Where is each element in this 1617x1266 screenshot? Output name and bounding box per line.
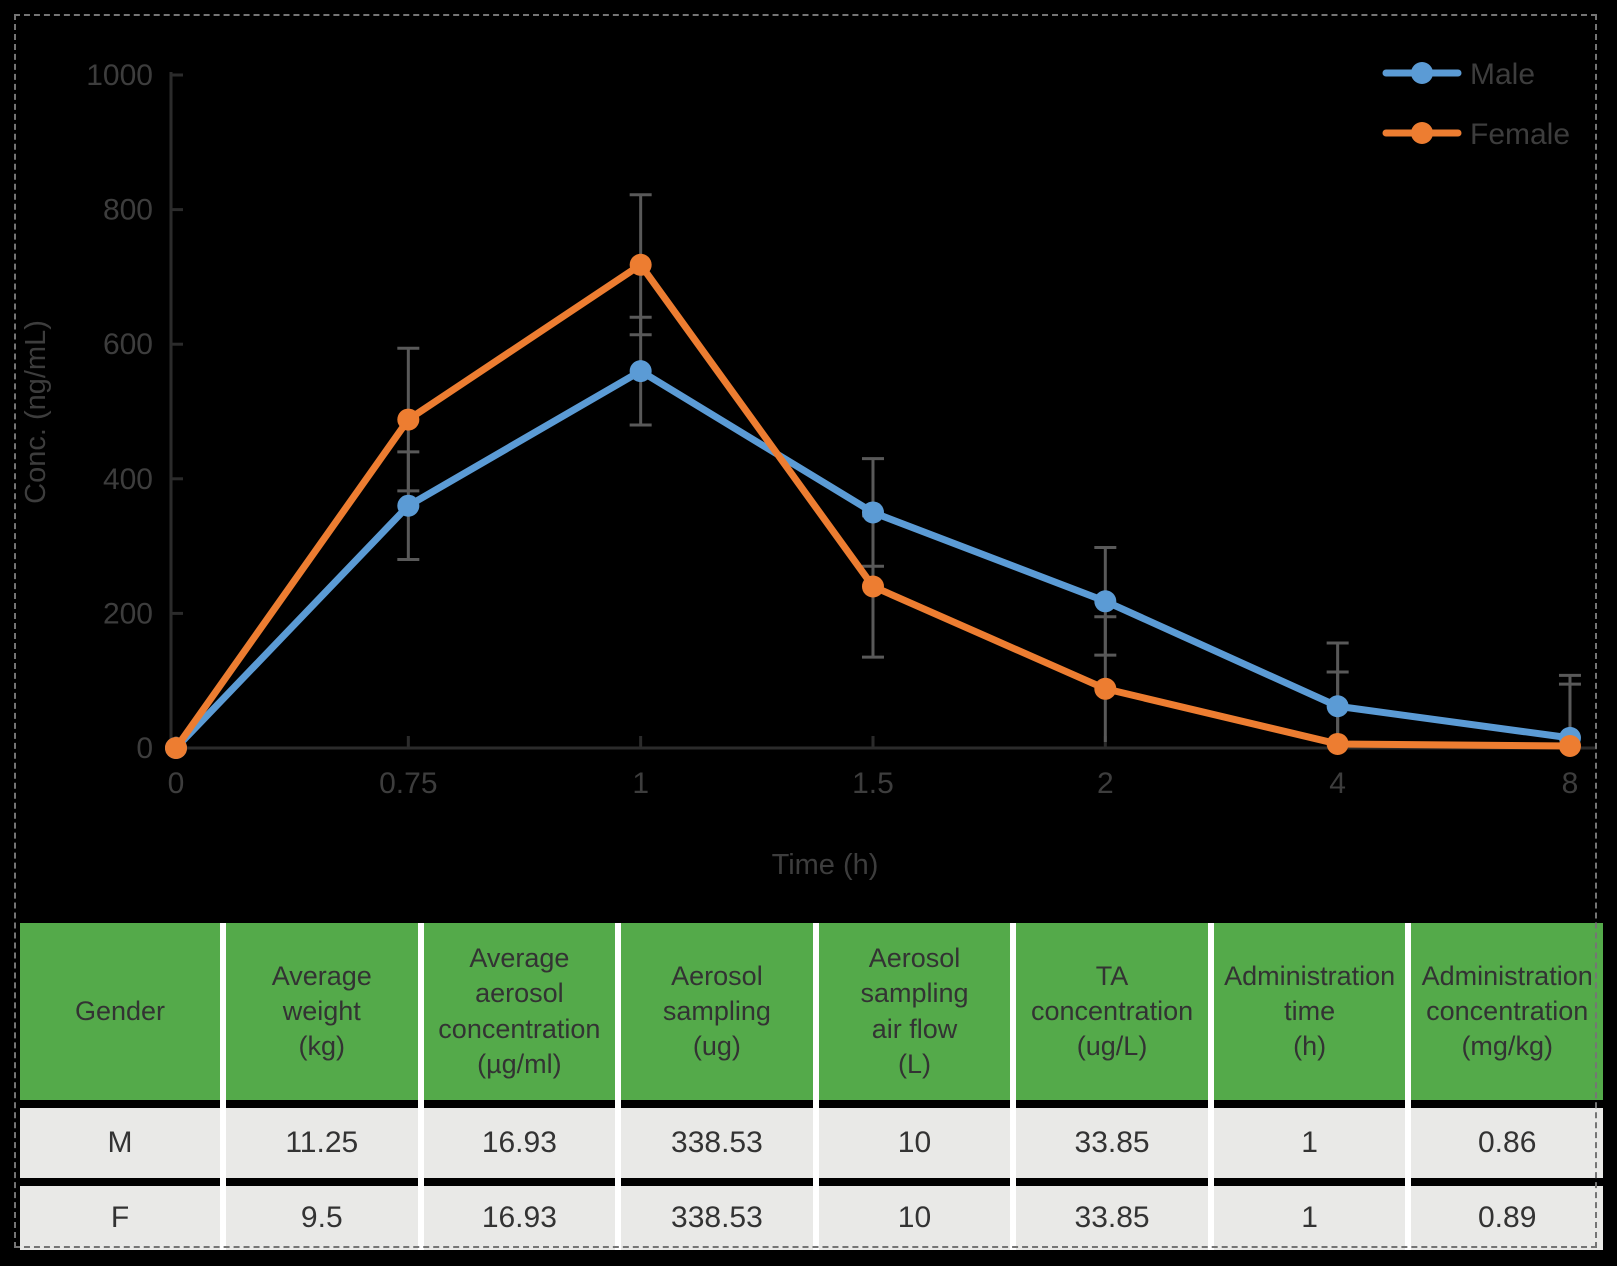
table-header-cell: Aerosol sampling air flow (L) <box>818 923 1011 1100</box>
x-axis-title: Time (h) <box>772 849 879 881</box>
study-parameters-table: Gender Average weight (kg) Average aerosol… <box>20 923 1603 1250</box>
table-header-cell: Gender <box>20 923 220 1100</box>
table-header-cell: TA concentration (ug/L) <box>1016 923 1208 1100</box>
x-axis-tick-label: 8 <box>1562 767 1579 800</box>
legend-male-label: Male <box>1470 58 1535 91</box>
table-header-cell: Administration concentration (mg/kg) <box>1411 923 1603 1100</box>
table-cell: 11.25 <box>226 1100 418 1178</box>
table-cell: 10 <box>818 1178 1011 1250</box>
data-point-female-2h <box>1094 677 1117 700</box>
table-cell: 1 <box>1213 1178 1406 1250</box>
y-axis-tick-label: 600 <box>103 328 153 361</box>
x-axis-tick-label: 1.5 <box>852 767 894 800</box>
table-cell: 0.89 <box>1411 1178 1603 1250</box>
table-cell: 33.85 <box>1016 1178 1208 1250</box>
data-point-male-1.5h <box>861 501 884 524</box>
table-cell: 10 <box>818 1100 1011 1178</box>
table-cell: M <box>20 1100 220 1178</box>
data-point-female-0h <box>165 737 187 759</box>
data-point-male-2h <box>1094 590 1117 613</box>
data-point-male-1h <box>629 360 652 383</box>
table-cell: 16.93 <box>423 1100 616 1178</box>
x-axis-tick-label: 1 <box>632 767 649 800</box>
y-axis-tick-label: 1000 <box>86 59 153 92</box>
y-axis-tick-label: 0 <box>136 732 153 765</box>
x-axis-tick-label: 2 <box>1097 767 1114 800</box>
data-point-female-1.5h <box>861 575 884 598</box>
table-header-cell: Aerosol sampling (ug) <box>621 923 813 1100</box>
legend-female-marker-icon <box>1411 122 1433 144</box>
plot-area: 0 200 400 600 800 1000 0 0.75 1 1.5 2 4 8 <box>86 59 1597 800</box>
table-cell: F <box>20 1178 220 1250</box>
data-point-female-1h <box>629 253 652 276</box>
x-axis-tick-label: 4 <box>1329 767 1346 800</box>
x-axis-tick-label: 0 <box>168 767 185 800</box>
data-point-female-4h <box>1326 732 1349 755</box>
data-point-female-8h <box>1558 734 1581 757</box>
legend-female-label: Female <box>1470 118 1570 151</box>
y-axis-tick-label: 200 <box>103 597 153 630</box>
x-axis-tick-label: 0.75 <box>379 767 437 800</box>
y-axis-tick-label: 400 <box>103 463 153 496</box>
data-point-male-0.75h <box>397 494 420 517</box>
table-cell: 338.53 <box>621 1178 813 1250</box>
legend-male-marker-icon <box>1411 62 1433 84</box>
y-axis-tick-label: 800 <box>103 194 153 227</box>
table-header-cell: Average weight (kg) <box>226 923 418 1100</box>
table-cell: 9.5 <box>226 1178 418 1250</box>
y-axis-title: Conc. (ng/mL) <box>20 320 52 504</box>
table-cell: 0.86 <box>1411 1100 1603 1178</box>
table-cell: 16.93 <box>423 1178 616 1250</box>
legend: Male Female <box>1382 58 1570 151</box>
table-cell: 1 <box>1213 1100 1406 1178</box>
table-header-cell: Average aerosol concentration (µg/ml) <box>423 923 616 1100</box>
table-header-cell: Administration time (h) <box>1213 923 1406 1100</box>
data-point-male-4h <box>1326 695 1349 718</box>
data-point-female-0.75h <box>397 408 420 431</box>
table-cell: 33.85 <box>1016 1100 1208 1178</box>
concentration-time-chart: 0 200 400 600 800 1000 0 0.75 1 1.5 2 4 8 Time (h) C… <box>20 58 1597 881</box>
table-cell: 338.53 <box>621 1100 813 1178</box>
